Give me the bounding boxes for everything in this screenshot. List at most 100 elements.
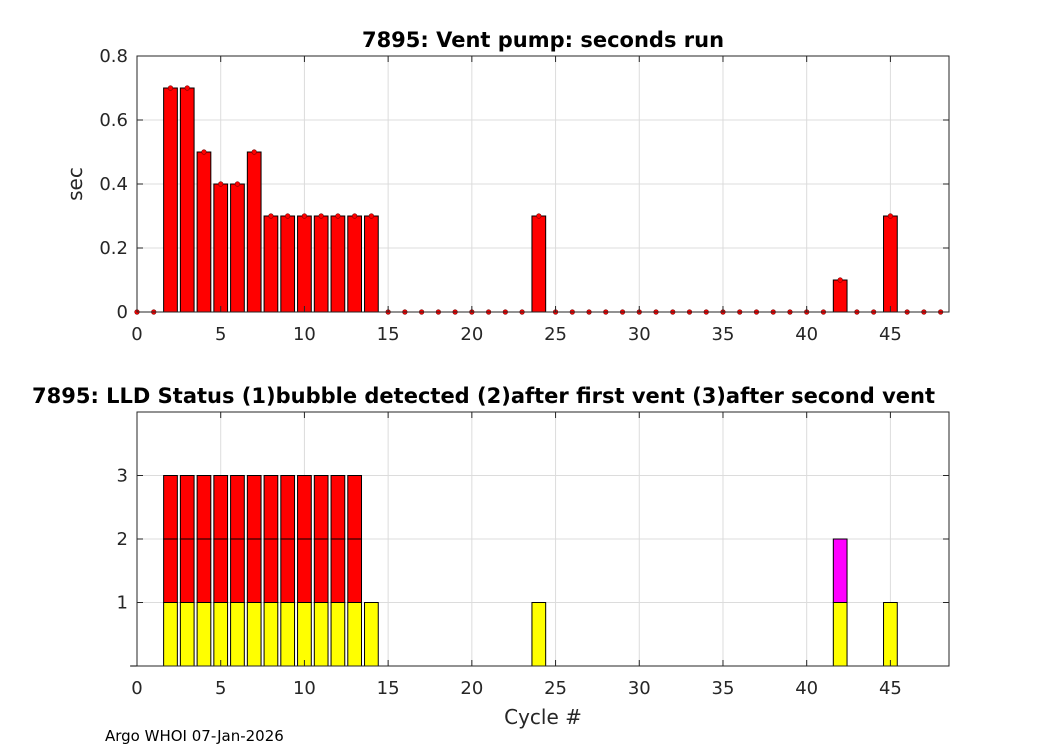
bar-segment-first-vent [230,538,245,603]
y-tick-label: 0.6 [99,110,128,131]
data-point [368,213,374,219]
x-axis-label-bottom: Cycle # [504,705,582,729]
bar-segment-first-vent [213,538,229,603]
y-tick-label: 0.8 [99,46,128,67]
bar-segment-first-vent [179,538,195,603]
data-point [318,213,324,219]
x-tick-label: 0 [131,324,142,345]
ticks-top: 0 5 10 15 20 25 30 35 40 45 0 0.2 0.4 0.6 0.8 [99,46,949,345]
bar [196,151,212,313]
x-tick-label: 10 [293,324,316,345]
x-tick-label: 0 [131,678,142,699]
data-point [301,213,308,219]
data-point [251,149,257,155]
bar [330,215,346,313]
bar-segment-bubble [330,602,346,667]
bar-segment-second-vent [179,475,195,540]
chart-title-bottom: 7895: LLD Status (1)bubble detected (2)a… [32,384,935,408]
bar-segment-second-vent [246,475,262,540]
x-tick-label: 5 [215,324,226,345]
bar [179,87,195,313]
bar-segment-second-vent [213,475,229,540]
x-tick-label: 45 [879,678,902,699]
data-point [887,213,894,219]
bar [364,215,379,313]
lld-status-chart: 0 5 10 15 20 25 30 35 40 45 1 2 3 7895: LLD Status (… [32,384,950,729]
bar-segment-first-vent [832,538,848,603]
data-point [335,213,341,219]
bar-segment-bubble [196,602,212,667]
data-point [234,181,241,187]
vent-pump-chart: 0 5 10 15 20 25 30 35 40 45 0 0.2 0.4 0.6 0.8 7895: Ve… [63,28,950,345]
bar-segment-bubble [832,602,848,667]
footer-credit: Argo WHOI 07-Jan-2026 [105,727,284,745]
bar-segment-bubble [179,602,195,667]
x-tick-label: 25 [544,324,567,345]
data-point [201,149,207,155]
chart-title-top: 7895: Vent pump: seconds run [362,28,724,52]
data-point [285,213,291,219]
data-point [167,85,174,91]
x-tick-label: 5 [215,678,226,699]
bar [213,183,229,313]
bar-segment-bubble [883,602,898,667]
bar [313,215,329,313]
y-tick-label: 3 [117,466,128,487]
x-tick-label: 30 [628,324,651,345]
x-tick-label: 15 [377,324,400,345]
bar [297,215,312,313]
y-tick-label: 1 [117,593,128,614]
bar-segment-second-vent [297,475,312,540]
bar-segment-first-vent [263,538,279,603]
y-tick-label: 0.4 [99,174,128,195]
bars-top [134,85,944,315]
y-tick-label: 0 [117,302,128,323]
bar-segment-second-vent [280,475,296,540]
ticks-bottom: 0 5 10 15 20 25 30 35 40 45 1 2 3 [117,412,949,699]
bar-segment-first-vent [313,538,329,603]
data-point [218,181,224,187]
bar-segment-second-vent [347,475,363,540]
x-tick-label: 15 [377,678,400,699]
y-tick-label: 0.2 [99,238,128,259]
x-tick-label: 25 [544,678,567,699]
bar-segment-second-vent [230,475,245,540]
x-tick-label: 10 [293,678,316,699]
bar-segment-first-vent [330,538,346,603]
bar-segment-bubble [297,602,312,667]
data-point [268,213,274,219]
bar-segment-bubble [280,602,296,667]
bar-segment-first-vent [196,538,212,603]
bar-segment-bubble [213,602,229,667]
bar [832,279,848,313]
bar-segment-second-vent [330,475,346,540]
bar-segment-bubble [364,602,379,667]
data-point [184,85,190,91]
bar-segment-first-vent [347,538,363,603]
x-tick-label: 35 [712,678,735,699]
bar-segment-bubble [313,602,329,667]
bar-segment-first-vent [246,538,262,603]
x-tick-label: 40 [795,678,818,699]
x-tick-label: 45 [879,324,902,345]
data-point [536,213,542,219]
bar [347,215,363,313]
bar [246,151,262,313]
x-tick-label: 20 [460,324,483,345]
bar-segment-first-vent [163,538,178,603]
y-tick-label: 2 [117,529,128,550]
bars-bottom [130,475,948,667]
bar [531,215,547,313]
data-point [837,277,843,283]
x-tick-label: 35 [712,324,735,345]
bar-segment-first-vent [280,538,296,603]
bar-segment-bubble [230,602,245,667]
bar-segment-first-vent [297,538,312,603]
data-point [352,213,358,219]
x-tick-label: 30 [628,678,651,699]
bar [280,215,296,313]
bar-segment-second-vent [263,475,279,540]
bar-segment-bubble [246,602,262,667]
bar-segment-second-vent [163,475,178,540]
